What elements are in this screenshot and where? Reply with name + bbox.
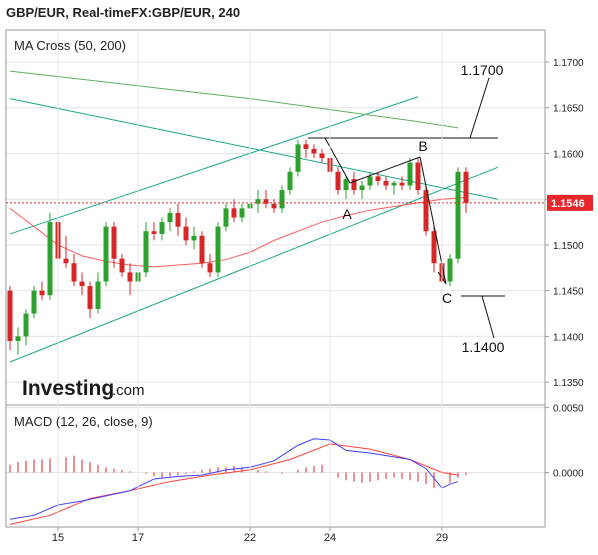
candle-body [183, 226, 189, 241]
candle-body [271, 203, 277, 209]
candle-body [167, 212, 173, 223]
x-tick-label: 29 [436, 532, 448, 544]
y-tick-label: 1.1350 [553, 378, 584, 389]
candle-body [63, 258, 69, 264]
candle-body [407, 162, 413, 186]
candle-body [335, 171, 341, 191]
candle-body [447, 258, 453, 282]
candle-body [343, 179, 349, 191]
candle-body [111, 226, 117, 259]
candle-body [191, 235, 197, 241]
pattern-leg [349, 156, 421, 184]
candle-body [23, 313, 29, 337]
y-tick-label: 1.1650 [553, 104, 584, 115]
candle-body [175, 212, 181, 227]
y-tick-label: 1.1450 [553, 287, 584, 298]
x-tick-label: 22 [244, 532, 256, 544]
macd-pane: 0.0050 0.0000 [5, 404, 584, 528]
pattern-label-1-1700: 1.1700 [461, 62, 504, 78]
candle-body [15, 336, 21, 341]
investing-watermark: Investing .com [22, 377, 145, 400]
candle-body [71, 263, 77, 282]
candle-body [463, 171, 469, 203]
candle-body [455, 171, 461, 259]
x-tick-label: 15 [52, 532, 64, 544]
candle-body [143, 231, 149, 273]
target-pointer-lower [481, 295, 495, 339]
candle-body [255, 199, 261, 204]
candle-body [215, 226, 221, 273]
candle-body [47, 222, 53, 296]
macd-plot-area [9, 438, 467, 525]
candle-body [375, 176, 381, 181]
current-price-tag [547, 194, 593, 211]
macd-y-tick-label: 0.0000 [553, 468, 584, 479]
candle-body [199, 235, 205, 264]
candle-body [39, 290, 45, 296]
x-tick-label: 17 [132, 532, 144, 544]
watermark-suffix: .com [112, 382, 145, 399]
candle-body [367, 176, 373, 186]
candle-body [87, 286, 93, 309]
trend-line [9, 96, 419, 235]
candle-body [159, 222, 165, 234]
candle-body [151, 231, 157, 234]
y-tick-label: 1.1400 [553, 332, 584, 343]
candle-body [223, 208, 229, 227]
pattern-label-1-1400: 1.1400 [462, 339, 505, 355]
candle-body [351, 179, 357, 191]
candle-body [231, 208, 237, 218]
candle-body [391, 182, 397, 186]
candle-body [239, 208, 245, 218]
candle-body [383, 180, 389, 186]
current-price-label: 1.1546 [551, 198, 585, 210]
x-tick-label: 24 [324, 532, 336, 544]
candle-body [303, 144, 309, 149]
y-tick-label: 1.1600 [553, 149, 584, 160]
pattern-annotations: A B C 1.1700 1.1400 [308, 62, 505, 355]
candle-body [279, 190, 285, 209]
candle-body [295, 144, 301, 172]
candle-body [103, 226, 109, 282]
price-plot-area [7, 70, 499, 363]
candle-body [263, 199, 269, 204]
candle-body [31, 290, 37, 314]
candle-body [359, 185, 365, 191]
candle-body [287, 171, 293, 191]
trend-line [9, 166, 499, 363]
candle-body [127, 272, 133, 282]
y-tick-label: 1.1700 [553, 58, 584, 69]
pattern-label-B: B [418, 138, 427, 154]
x-axis: 15 17 22 24 29 [52, 30, 448, 544]
target-pointer-upper [469, 77, 490, 139]
y-tick-label: 1.1500 [553, 241, 584, 252]
candle-body [319, 153, 325, 159]
candle-body [7, 290, 13, 341]
watermark-brand: Investing [22, 377, 114, 400]
candle-body [79, 281, 85, 287]
macd-pane-frame [5, 404, 546, 528]
candle-body [95, 281, 101, 309]
macd-indicator-label: MACD (12, 26, close, 9) [14, 414, 153, 429]
candle-body [207, 263, 213, 273]
price-pane: 1.17001.16501.16001.15501.15001.14501.14… [5, 29, 593, 406]
pattern-label-A: A [342, 206, 352, 222]
pattern-label-C: C [442, 290, 452, 306]
candle-body [431, 231, 437, 264]
price-indicator-label: MA Cross (50, 200) [14, 38, 126, 53]
candle-body [399, 182, 405, 186]
ma50-line [9, 196, 467, 268]
ma200-line [9, 70, 459, 129]
candle-body [423, 190, 429, 232]
macd-y-tick-label: 0.0050 [553, 404, 584, 415]
macd-line [9, 438, 459, 520]
candle-body [311, 148, 317, 154]
candle-body [415, 162, 421, 191]
chart-title: GBP/EUR, Real-timeFX:GBP/EUR, 240 [6, 5, 240, 20]
pattern-leg [324, 137, 351, 184]
candle-body [119, 258, 125, 273]
